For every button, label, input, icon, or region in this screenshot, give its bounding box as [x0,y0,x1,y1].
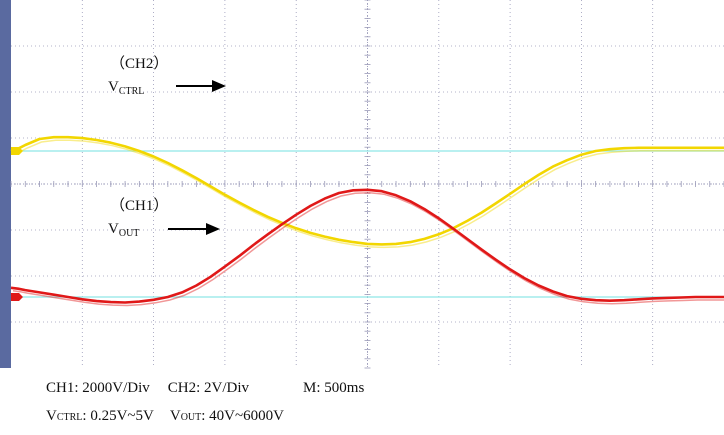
ch1-persistence-trace [12,192,724,307]
caption-line-2: VCTRL: 0.25V~5V VOUT: 40V~6000V [46,408,284,425]
ch2-ground-marker [11,147,23,155]
screen-background [0,0,724,372]
ch2-annotation-signal: VCTRL [108,79,144,97]
ch1-trace [10,188,724,304]
vctrl-range: VCTRL: 0.25V~5V [46,408,154,424]
traces [10,135,724,307]
grid [10,0,724,369]
ch1-annotation-signal: VOUT [108,221,139,239]
ch2-scale: CH2: 2V/Div [167,380,250,396]
left-channel-bar [0,0,11,368]
ch2-arrow [176,80,226,92]
ch1-ground-marker [11,293,23,301]
ch1-annotation-label: （CH1） [110,197,168,214]
vout-range: VOUT: 40V~6000V [169,408,284,424]
caption-line-1: CH1: 2000V/Div CH2: 2V/Div M: 500ms [46,380,364,397]
ch1-scale: CH1: 2000V/Div [46,380,150,396]
ch2-persistence-trace [12,139,724,249]
ch1-arrow [168,223,220,235]
oscilloscope-display: （CH2） VCTRL （CH1） VOUT [0,0,724,372]
time-scale: M: 500ms [303,380,365,396]
ch2-trace [10,135,724,246]
ch2-annotation-label: （CH2） [110,55,168,72]
